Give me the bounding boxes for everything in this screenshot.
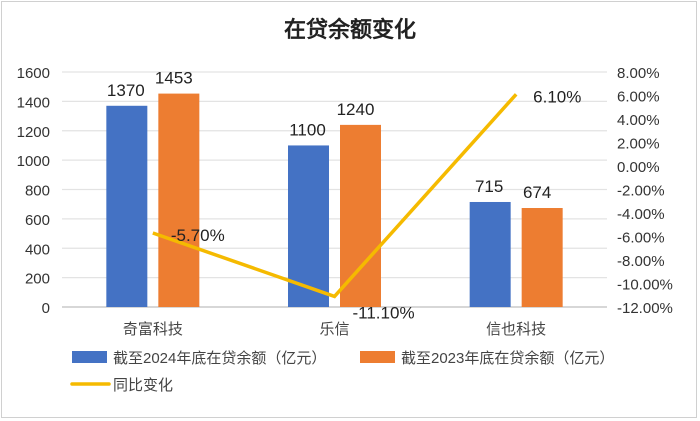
y-left-tick-label: 600 — [25, 212, 50, 229]
bar-data-label: 1453 — [155, 69, 193, 88]
x-tick-label: 奇富科技 — [123, 320, 183, 338]
y-right-tick-label: -12.00% — [617, 300, 673, 317]
y-right-tick-label: 2.00% — [617, 136, 660, 153]
y-right-tick-label: 0.00% — [617, 159, 660, 176]
bar-2024 — [469, 201, 511, 307]
y-right-tick-label: 8.00% — [617, 65, 660, 82]
bar-2023 — [340, 124, 381, 307]
y-left-tick-label: 400 — [25, 241, 50, 258]
y-right-tick-label: 6.00% — [617, 89, 660, 106]
bar-data-label: 1240 — [337, 100, 375, 119]
legend-label: 截至2023年底在贷余额（亿元） — [401, 349, 614, 367]
bar-2023 — [521, 208, 563, 307]
legend-label: 同比变化 — [113, 377, 173, 394]
y-right-tick-label: -2.00% — [617, 183, 665, 200]
y-left-tick-label: 1200 — [17, 124, 50, 141]
x-tick-label: 信也科技 — [486, 321, 546, 338]
line-data-label: -5.70% — [171, 226, 225, 245]
legend-label: 截至2024年底在贷余额（亿元） — [113, 349, 326, 367]
line-data-label: -11.10% — [353, 303, 415, 322]
y-right-tick-label: 4.00% — [617, 112, 660, 129]
bar-data-label: 1370 — [107, 81, 145, 100]
x-tick-label: 乐信 — [319, 321, 349, 338]
line-data-label: 6.10% — [533, 87, 581, 106]
y-left-tick-label: 0 — [42, 300, 50, 317]
line-series-yoy — [152, 93, 518, 299]
y-right-tick-label: -8.00% — [617, 253, 665, 270]
y-right-tick-label: -4.00% — [617, 206, 665, 223]
bar-2023 — [158, 93, 200, 307]
bar-2024 — [106, 105, 148, 307]
bar-data-label: 674 — [523, 183, 551, 202]
bar-2024 — [288, 145, 329, 307]
y-left-tick-label: 200 — [25, 271, 50, 288]
chart-title: 在贷余额变化 — [284, 17, 416, 42]
y-right-tick-label: -10.00% — [617, 277, 673, 294]
bar-data-label: 1100 — [289, 120, 326, 139]
y-left-tick-label: 1600 — [17, 65, 50, 82]
bar-data-label: 715 — [475, 177, 503, 196]
legend-swatch — [72, 351, 107, 363]
y-right-tick-label: -6.00% — [617, 230, 665, 247]
legend-swatch — [360, 351, 395, 363]
y-left-tick-label: 800 — [25, 183, 50, 200]
y-left-tick-label: 1000 — [17, 153, 50, 170]
y-left-tick-label: 1400 — [17, 94, 50, 111]
